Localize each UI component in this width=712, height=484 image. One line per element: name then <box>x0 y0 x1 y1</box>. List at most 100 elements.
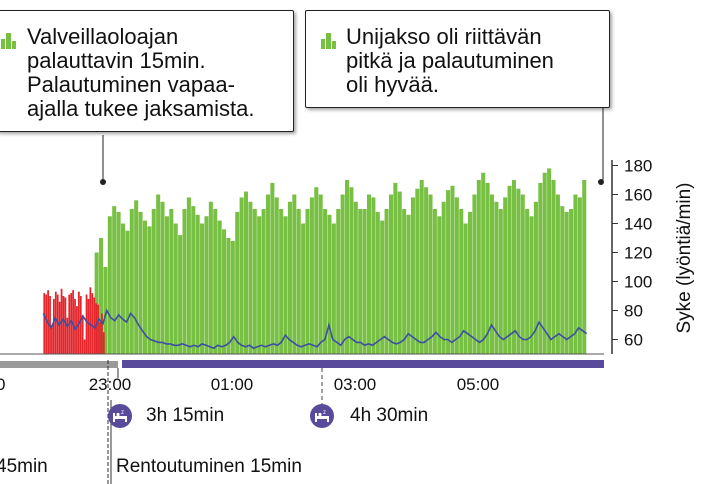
recovery-bar <box>208 201 213 354</box>
recovery-bar <box>410 197 415 354</box>
recovery-bar <box>331 223 336 354</box>
recovery-bar <box>261 209 266 354</box>
stress-bar <box>87 298 90 354</box>
recovery-bar <box>371 197 376 354</box>
recovery-bar <box>349 187 354 354</box>
recovery-bar <box>542 172 547 354</box>
recovery-bar <box>577 197 582 354</box>
stress-bar <box>43 293 46 354</box>
recovery-bar <box>569 209 574 354</box>
y-axis: 60 80 100 120 140 160 180 <box>611 157 652 354</box>
recovery-bar <box>169 209 174 354</box>
recovery-bar <box>305 209 310 354</box>
recovery-bars <box>94 168 587 354</box>
recovery-bar <box>239 197 244 354</box>
recovery-bar <box>283 216 288 354</box>
y-tick-label: 160 <box>624 186 652 205</box>
recovery-bar <box>406 214 411 354</box>
stress-bar <box>62 296 65 354</box>
recovery-bar <box>520 194 525 354</box>
stress-bar <box>93 297 96 354</box>
recovery-bar <box>476 180 481 354</box>
recovery-bar <box>195 214 200 354</box>
recovery-bar <box>353 201 358 354</box>
recovery-bar <box>555 194 560 354</box>
recovery-bar <box>248 201 253 354</box>
recovery-bar <box>279 209 284 354</box>
recovery-bar <box>428 194 433 354</box>
green-bar-icon <box>321 33 336 49</box>
recovery-bar <box>397 191 402 354</box>
stress-bar <box>101 313 103 354</box>
recovery-bar <box>459 209 464 354</box>
callout-left: Valveillaoloajan palauttavin 15min. Pala… <box>0 10 294 132</box>
x-tick-label: 01:00 <box>211 375 254 394</box>
stress-bar <box>58 301 61 354</box>
recovery-bar <box>340 194 345 354</box>
recovery-bar <box>507 185 512 354</box>
callout-left-text: Valveillaoloajan palauttavin 15min. Pala… <box>27 24 255 121</box>
recovery-bar <box>200 223 205 354</box>
stress-bar <box>52 298 55 354</box>
stress-bars <box>43 287 105 354</box>
recovery-bar <box>454 197 459 354</box>
sleep-period-bar <box>122 360 604 368</box>
recovery-bar <box>472 194 477 354</box>
recovery-bar <box>366 194 372 354</box>
recovery-bar <box>533 201 538 354</box>
recovery-bar <box>582 180 587 354</box>
recovery-bar <box>186 197 191 354</box>
stress-bar <box>89 287 92 354</box>
recovery-bar <box>380 220 385 354</box>
stress-bar <box>97 304 99 354</box>
x-tick-partial: 0 <box>0 375 5 394</box>
recovery-bar <box>217 220 222 354</box>
recovery-bar <box>191 206 196 354</box>
recovery-bar <box>274 197 279 354</box>
recovery-bar <box>257 216 262 354</box>
awake-period-bar <box>0 361 118 368</box>
stress-bar <box>64 297 67 354</box>
x-tick-label: 23:00 <box>89 375 132 394</box>
recovery-bar <box>494 201 499 354</box>
recovery-bar <box>138 211 143 354</box>
recovery-bar <box>564 211 569 354</box>
recovery-bar <box>358 209 363 354</box>
sleep-bed-icon: z <box>108 404 132 428</box>
recovery-bar <box>213 209 218 354</box>
stress-bar <box>76 306 78 354</box>
x-tick-label: 03:00 <box>334 375 377 394</box>
recovery-bar <box>362 209 367 354</box>
svg-text:z: z <box>323 410 326 416</box>
recovery-bar <box>120 223 126 354</box>
recovery-bar <box>393 182 398 354</box>
recovery-bar <box>134 200 139 354</box>
recovery-bar <box>336 209 341 354</box>
stress-bar <box>70 293 73 354</box>
relaxation-left-partial: 45min <box>0 456 48 477</box>
recovery-bar <box>463 223 468 354</box>
recovery-bar <box>287 201 292 354</box>
recovery-bar <box>441 201 446 354</box>
recovery-bar <box>318 194 323 354</box>
stress-bar <box>91 293 94 354</box>
recovery-bar <box>103 267 108 354</box>
recovery-bar <box>468 211 473 354</box>
recovery-bar <box>147 226 152 354</box>
recovery-bar <box>437 216 442 354</box>
recovery-bar <box>450 185 455 354</box>
recovery-bar <box>424 187 429 354</box>
recovery-bar <box>345 180 350 354</box>
stress-bar <box>72 290 74 354</box>
recovery-bar <box>573 194 578 354</box>
recovery-bar <box>112 206 117 354</box>
recovery-bar <box>164 216 169 354</box>
sleep-period-1-duration: 3h 15min <box>146 405 225 426</box>
recovery-bar <box>551 180 556 354</box>
recovery-bar <box>516 188 521 354</box>
recovery-bar <box>489 194 495 354</box>
recovery-bar <box>142 220 147 354</box>
recovery-bar <box>296 209 301 354</box>
stress-bar <box>81 314 84 354</box>
